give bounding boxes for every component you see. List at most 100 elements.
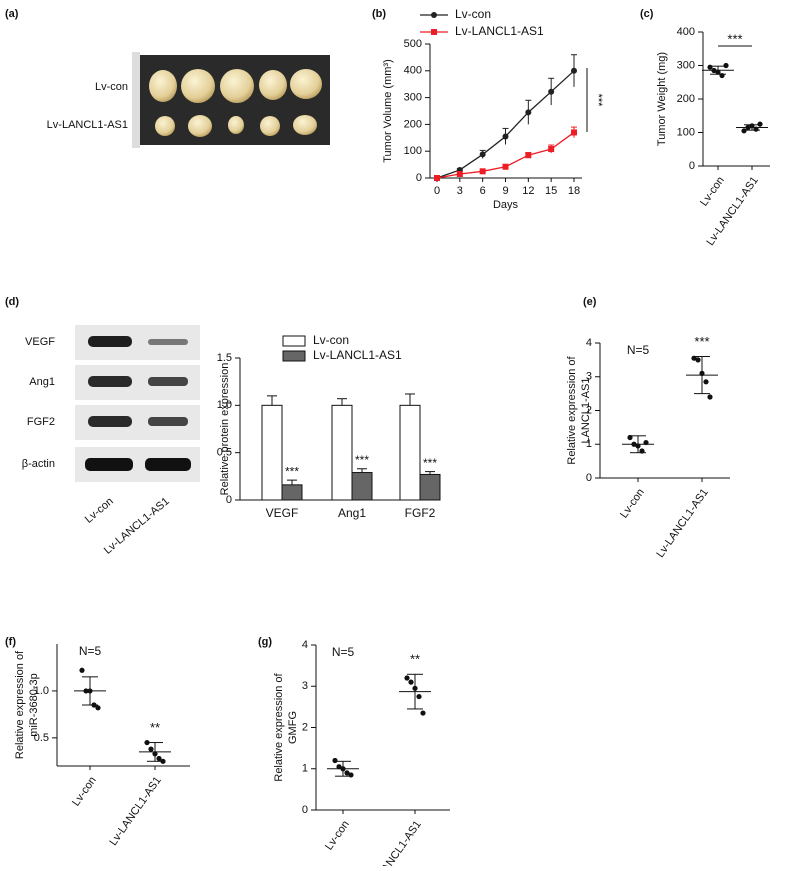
panel-label: (g) <box>258 636 272 648</box>
x-tick-label: Lv-con <box>618 487 647 521</box>
blot-label: FGF2 <box>27 416 55 428</box>
legend-marker <box>431 12 437 18</box>
legend-label: Lv-con <box>313 333 349 347</box>
x-tick-label: 0 <box>434 185 440 197</box>
point <box>456 170 463 177</box>
bar <box>261 404 283 501</box>
y-axis-label: Relative expression of <box>566 355 578 464</box>
y-tick-label: 100 <box>677 126 695 138</box>
x-tick-label: Lv-con <box>70 775 99 809</box>
x-tick-label: 18 <box>568 185 580 197</box>
tumors <box>149 69 322 137</box>
y-axis-label: Tumor Weight (mg) <box>656 52 668 146</box>
panel-label: (b) <box>372 8 386 20</box>
point <box>723 62 729 69</box>
photo-ruler <box>132 52 140 148</box>
blot-label: Ang1 <box>29 376 55 388</box>
blot-label: VEGF <box>25 336 55 348</box>
significance: *** <box>694 334 709 349</box>
point <box>404 675 410 681</box>
significance: *** <box>592 94 604 108</box>
x-tick-label: VEGF <box>266 506 299 520</box>
sample-size: N=5 <box>79 644 102 658</box>
x-tick-label: 15 <box>545 185 557 197</box>
x-tick-label: Lv-LANCL1-AS1 <box>107 775 163 849</box>
point <box>408 679 414 685</box>
point <box>420 710 426 716</box>
y-tick-label: 400 <box>677 26 695 38</box>
point <box>416 693 422 700</box>
y-axis-label: GMFG <box>287 711 299 744</box>
panel-label: (c) <box>640 8 654 20</box>
western-blot <box>75 325 200 482</box>
panel-label: (e) <box>583 296 597 308</box>
y-tick-label: 0 <box>689 160 695 172</box>
point <box>757 121 763 127</box>
y-tick-label: 500 <box>404 38 422 50</box>
y-axis-label: Relative expression of <box>14 650 26 759</box>
bar <box>399 404 421 501</box>
point <box>336 764 342 770</box>
y-tick-label: 0 <box>302 804 308 816</box>
point <box>571 129 577 136</box>
x-tick-label: 12 <box>522 185 534 197</box>
legend-swatch <box>282 350 306 362</box>
point <box>332 757 338 764</box>
x-tick-label: FGF2 <box>405 506 436 520</box>
panel-label: (f) <box>5 636 16 648</box>
y-tick-label: 0 <box>586 472 592 484</box>
significance: *** <box>355 453 369 467</box>
x-tick-label: Lv-con <box>698 175 727 209</box>
point <box>479 168 486 175</box>
x-tick-label: Lv-LANCL1-AS1 <box>367 819 423 866</box>
bar <box>419 473 441 501</box>
point <box>525 109 532 116</box>
bar <box>351 472 373 501</box>
legend-label: Lv-LANCL1-AS1 <box>313 348 402 362</box>
point <box>703 379 709 385</box>
point <box>707 64 713 70</box>
y-tick-label: 1.5 <box>217 352 232 364</box>
x-tick-label: 9 <box>502 185 508 197</box>
y-tick-label: 0.5 <box>217 447 232 459</box>
point <box>571 67 577 74</box>
point <box>695 357 701 363</box>
point <box>479 151 486 158</box>
panel-label: (d) <box>5 296 19 308</box>
point <box>707 394 713 400</box>
point <box>548 146 555 153</box>
legend-swatch <box>282 335 306 347</box>
x-tick-label: Lv-con <box>323 819 352 853</box>
y-axis-label: Relative expression of <box>273 672 285 781</box>
blot-label: β-actin <box>22 458 55 470</box>
y-tick-label: 1 <box>586 438 592 450</box>
y-tick-label: 1.0 <box>217 399 232 411</box>
significance: *** <box>727 31 742 46</box>
legend-label: Lv-con <box>455 7 491 21</box>
y-tick-label: 1 <box>302 763 308 775</box>
x-tick-label: Ang1 <box>338 506 366 520</box>
y-tick-label: 400 <box>404 65 422 77</box>
point <box>548 88 555 95</box>
photo-row-label: Lv-con <box>95 81 128 93</box>
y-tick-label: 200 <box>404 118 422 130</box>
point <box>79 667 85 673</box>
x-tick-label: Lv-LANCL1-AS1 <box>654 487 710 561</box>
legend-label: Lv-LANCL1-AS1 <box>455 24 544 38</box>
point <box>741 128 747 134</box>
photo-row-label: Lv-LANCL1-AS1 <box>47 119 128 131</box>
point <box>348 772 354 778</box>
panel-label: (a) <box>5 8 19 20</box>
y-axis-label: miR-3680-3p <box>28 673 40 737</box>
y-tick-label: 200 <box>677 93 695 105</box>
point <box>344 770 350 776</box>
y-tick-label: 300 <box>404 92 422 104</box>
point <box>156 755 162 762</box>
y-tick-label: 4 <box>302 639 308 651</box>
significance: ** <box>150 720 160 735</box>
y-axis-label: LANCL1-AS1 <box>580 377 592 443</box>
y-tick-label: 0 <box>226 494 232 506</box>
blot-lane-label: Lv-con <box>83 495 116 525</box>
point <box>502 163 509 170</box>
